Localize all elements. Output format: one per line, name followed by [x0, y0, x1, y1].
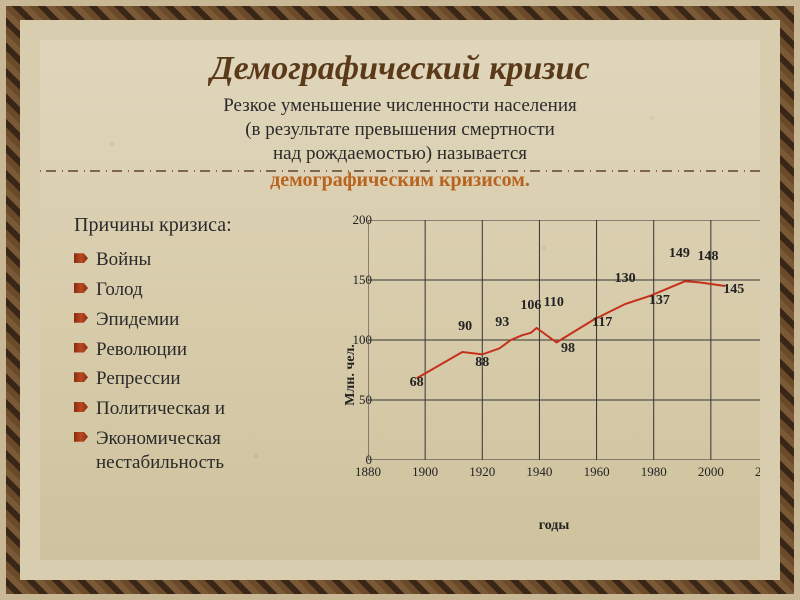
data-point-label: 137: [649, 293, 670, 309]
population-chart: Млн. чел. 050100150200 68908893106110981…: [324, 220, 760, 530]
bullet-item: Репрессии: [74, 364, 324, 394]
data-point-label: 88: [475, 355, 489, 371]
data-point-label: 106: [520, 298, 541, 314]
bullet-item: Экономическая нестабильность: [74, 424, 324, 478]
subtitle: Резкое уменьшение численности населения …: [40, 94, 760, 165]
decorative-dash-line: [40, 170, 760, 172]
xtick-label: 2020: [755, 464, 760, 480]
xtick-label: 1880: [355, 464, 381, 480]
chart-xlabel: годы: [539, 518, 570, 534]
data-point-label: 148: [698, 249, 719, 265]
data-point-label: 93: [495, 315, 509, 331]
xtick-label: 1960: [584, 464, 610, 480]
bullet-item: Революции: [74, 335, 324, 365]
data-point-label: 149: [669, 246, 690, 262]
data-point-label: 130: [615, 271, 636, 287]
subtitle-line-3: над рождаемостью) называется: [273, 143, 527, 164]
data-point-label: 90: [458, 319, 472, 335]
bullet-item: Политическая и: [74, 394, 324, 424]
subtitle-line-2: (в результате превышения смертности: [245, 119, 555, 140]
data-point-label: 145: [723, 282, 744, 298]
slide-title: Демографический кризис: [40, 40, 760, 88]
bullet-item: Войны: [74, 245, 324, 275]
subtitle-line-1: Резкое уменьшение численности населения: [223, 95, 577, 116]
section-label: Причины кризиса:: [74, 214, 324, 237]
xtick-label: 1900: [412, 464, 438, 480]
bullet-list: ВойныГолодЭпидемииРеволюцииРепрессииПоли…: [74, 245, 324, 477]
xtick-label: 1980: [641, 464, 667, 480]
bullets-panel: Причины кризиса: ВойныГолодЭпидемииРевол…: [74, 214, 324, 530]
xtick-label: 1940: [526, 464, 552, 480]
xtick-label: 1920: [469, 464, 495, 480]
data-point-label: 98: [561, 341, 575, 357]
bullet-item: Голод: [74, 275, 324, 305]
data-point-label: 110: [544, 295, 564, 311]
bullet-item: Эпидемии: [74, 305, 324, 335]
keyword: демографическим кризисом.: [40, 169, 760, 192]
slide-body: Демографический кризис Резкое уменьшение…: [40, 40, 760, 560]
xtick-label: 2000: [698, 464, 724, 480]
data-point-label: 68: [410, 375, 424, 391]
data-point-label: 117: [592, 315, 612, 331]
